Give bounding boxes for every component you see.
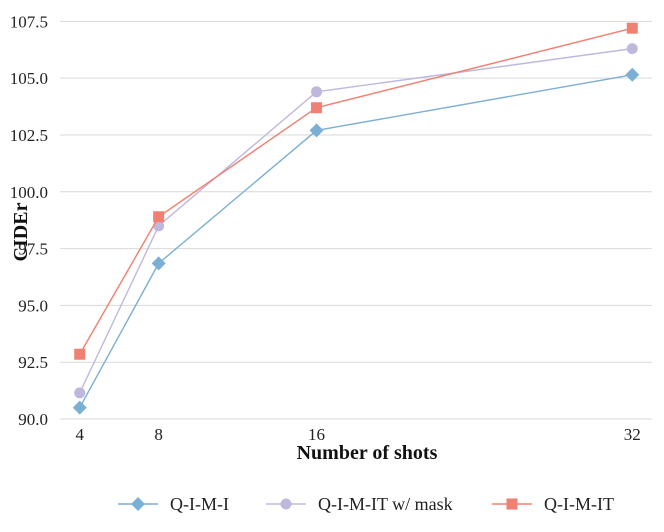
legend: Q-I-M-I Q-I-M-IT w/ mask Q-I-M-IT — [118, 494, 614, 514]
legend-item-q-i-m-it: Q-I-M-IT — [492, 494, 614, 514]
y-axis-title: CIDEr — [10, 202, 32, 261]
y-tick-label: 97.5 — [18, 240, 48, 259]
series-q-i-m-it-w-mask — [74, 43, 638, 399]
data-point-q-i-m-i — [151, 256, 166, 271]
data-point-q-i-m-i — [72, 400, 87, 415]
x-axis-ticks: 4 8 16 32 — [75, 425, 640, 444]
grid — [60, 20, 652, 420]
data-point-q-i-m-i — [625, 67, 640, 82]
x-axis-title: Number of shots — [297, 442, 438, 464]
data-point-q-i-m-it-w-mask — [153, 220, 165, 232]
legend-marker — [280, 498, 292, 510]
legend-label: Q-I-M-IT w/ mask — [318, 494, 453, 514]
y-tick-label: 92.5 — [18, 353, 48, 372]
series-q-i-m-it — [74, 22, 638, 360]
y-tick-label: 102.5 — [10, 126, 48, 145]
x-tick-label: 16 — [308, 425, 325, 444]
series-q-i-m-i — [72, 67, 640, 415]
series-group — [72, 22, 640, 415]
data-point-q-i-m-it — [626, 22, 638, 34]
y-tick-label: 107.5 — [10, 12, 48, 31]
legend-label: Q-I-M-IT — [544, 494, 614, 514]
x-tick-label: 4 — [75, 425, 84, 444]
y-tick-label: 90.0 — [18, 410, 48, 429]
y-axis-ticks: 90.0 92.5 95.0 97.5 100.0 102.5 105.0 107.5 — [10, 12, 48, 429]
series-line-q-i-m-it-w-mask — [79, 47, 633, 394]
x-tick-label: 32 — [624, 425, 641, 444]
legend-item-q-i-m-it-w-mask: Q-I-M-IT w/ mask — [266, 494, 453, 514]
legend-item-q-i-m-i: Q-I-M-I — [118, 494, 229, 514]
data-point-q-i-m-it-w-mask — [311, 86, 323, 98]
y-tick-label: 95.0 — [18, 296, 48, 315]
legend-marker — [131, 497, 145, 511]
legend-marker — [506, 498, 518, 510]
series-line-q-i-m-i — [79, 74, 633, 408]
x-tick-label: 8 — [154, 425, 163, 444]
data-point-q-i-m-it-w-mask — [74, 387, 86, 399]
legend-label: Q-I-M-I — [170, 494, 229, 514]
data-point-q-i-m-i — [309, 123, 324, 138]
data-point-q-i-m-it — [153, 211, 165, 223]
data-point-q-i-m-it — [311, 102, 323, 114]
y-tick-label: 105.0 — [10, 69, 48, 88]
data-point-q-i-m-it — [74, 348, 86, 360]
series-line-q-i-m-it — [79, 27, 633, 355]
y-tick-label: 100.0 — [10, 183, 48, 202]
data-point-q-i-m-it-w-mask — [626, 43, 638, 55]
